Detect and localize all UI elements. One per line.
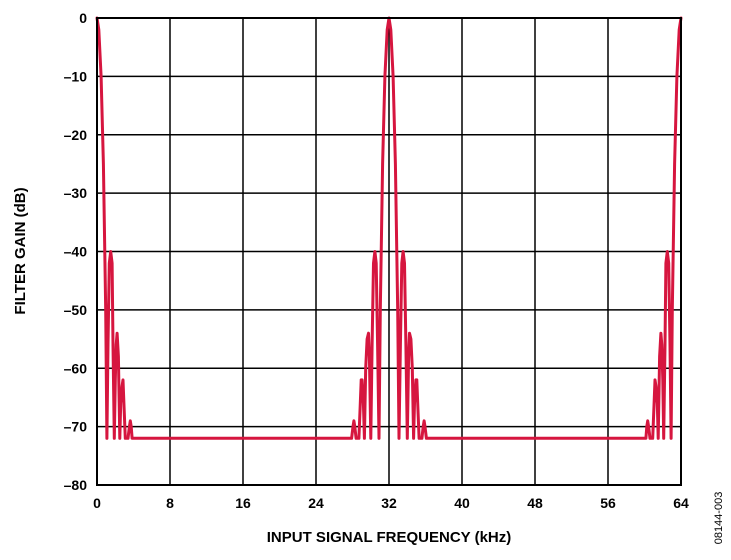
x-tick-label: 56 bbox=[600, 495, 616, 511]
y-tick-labels: 0 –10 –20 –30 –40 –50 –60 –70 –80 bbox=[64, 10, 88, 493]
y-tick-label: –10 bbox=[64, 68, 88, 84]
x-tick-label: 8 bbox=[166, 495, 174, 511]
x-tick-label: 0 bbox=[93, 495, 101, 511]
y-tick-label: 0 bbox=[79, 10, 87, 26]
y-axis-title: FILTER GAIN (dB) bbox=[12, 187, 29, 314]
x-axis-title: INPUT SIGNAL FREQUENCY (kHz) bbox=[267, 529, 511, 546]
x-tick-labels: 0 8 16 24 32 40 48 56 64 bbox=[93, 495, 689, 511]
y-tick-label: –70 bbox=[64, 419, 88, 435]
x-tick-label: 32 bbox=[381, 495, 397, 511]
x-tick-label: 40 bbox=[454, 495, 470, 511]
y-tick-label: –60 bbox=[64, 360, 88, 376]
plot-frame bbox=[96, 17, 682, 486]
y-tick-label: –50 bbox=[64, 302, 88, 318]
x-tick-label: 64 bbox=[673, 495, 689, 511]
figure-id: 08144-003 bbox=[713, 492, 725, 545]
x-tick-label: 16 bbox=[235, 495, 251, 511]
y-tick-label: –40 bbox=[64, 244, 88, 260]
y-tick-label: –30 bbox=[64, 185, 88, 201]
y-tick-label: –80 bbox=[64, 477, 88, 493]
x-tick-label: 48 bbox=[527, 495, 543, 511]
y-tick-label: –20 bbox=[64, 127, 88, 143]
grid-lines bbox=[96, 17, 682, 486]
x-tick-label: 24 bbox=[308, 495, 324, 511]
